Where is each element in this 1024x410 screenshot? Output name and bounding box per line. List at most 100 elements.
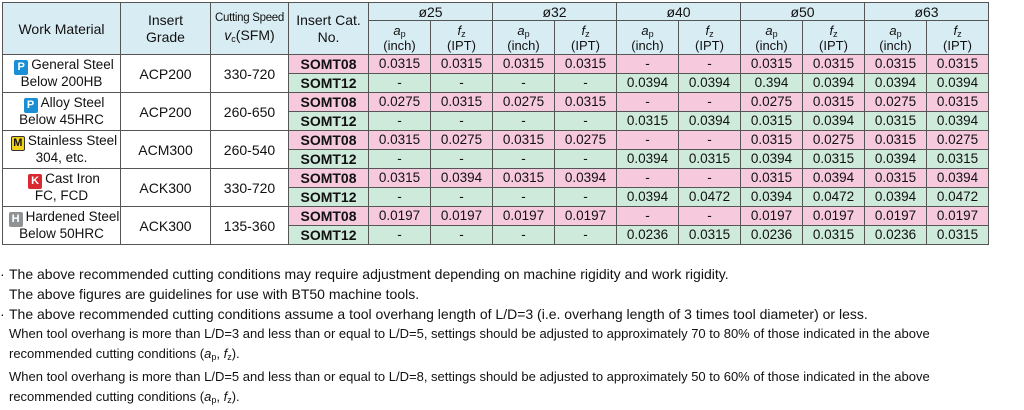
- ap-value-cell: 0.0315: [740, 111, 803, 131]
- table-row: K Cast Iron FC, FCD ACK300 330-720 SOMT08 0.03…: [2, 168, 989, 207]
- fz-value-cell: -: [554, 187, 617, 207]
- fz-value-cell: -: [678, 54, 741, 74]
- ap-value-cell: -: [368, 225, 431, 245]
- insert-grade-cell: ACP200: [120, 54, 211, 93]
- ap-value-cell: 0.0394: [616, 187, 679, 207]
- vc-symbol: v: [224, 27, 232, 44]
- ap-unit: (inch): [631, 37, 664, 53]
- fz-value-cell: 0.0315: [926, 54, 989, 74]
- insert-grade-cell: ACK300: [120, 168, 211, 207]
- ap-symbol-line: ap: [517, 22, 530, 39]
- ap-value-cell: 0.0394: [740, 187, 803, 207]
- fz-value-cell: 0.0315: [802, 225, 865, 245]
- fz-symbol-line: fz: [705, 22, 714, 39]
- fz-value-cell: -: [430, 187, 493, 207]
- fz-value-cell: 0.0315: [678, 225, 741, 245]
- table-row: SOMT12- - - -0.0394 0.0315 0.0394 0.0315 0.0394…: [3, 149, 989, 169]
- ap-value-cell: 0.0394: [864, 73, 927, 93]
- fz-symbol-line: fz: [829, 22, 838, 39]
- fz-value-cell: 0.0315: [554, 92, 617, 112]
- fz-value-cell: 0.0472: [678, 187, 741, 207]
- cutting-speed-cell: 330-720: [210, 54, 289, 93]
- ap-value-cell: 0.0315: [492, 168, 555, 188]
- fz-value-cell: -: [554, 111, 617, 131]
- insert-grade-header-line1: Insert: [147, 12, 183, 28]
- cutting-conditions-table: Work Material Insert Grade Cutting Speed…: [2, 2, 989, 245]
- ap-symbol-line: ap: [889, 22, 902, 39]
- table-row: SOMT12- - - -0.0394 0.0472 0.0394 0.0472 0.0394…: [3, 187, 989, 207]
- ap-value-cell: -: [616, 54, 679, 74]
- ap-value-cell: 0.0315: [864, 168, 927, 188]
- diameter-header: ø25: [368, 2, 493, 21]
- ap-unit: (inch): [879, 37, 912, 53]
- ap-value-cell: -: [616, 168, 679, 188]
- fz-value-cell: 0.0394: [802, 111, 865, 131]
- ap-symbol-line: ap: [393, 22, 406, 39]
- work-material-line1: P Alloy Steel: [4, 96, 120, 114]
- ap-symbol-line: ap: [765, 22, 778, 39]
- insert-cat-cell: SOMT12: [288, 149, 369, 169]
- work-material-name: Cast Iron: [45, 171, 100, 187]
- fz-value-cell: -: [678, 130, 741, 150]
- ap-value-cell: 0.0197: [864, 206, 927, 226]
- cutting-speed-cell: 260-540: [210, 130, 289, 169]
- fz-value-cell: 0.0315: [926, 225, 989, 245]
- insert-grade-cell: ACP200: [120, 92, 211, 131]
- work-material-cell: P General Steel Below 200HB: [2, 54, 121, 93]
- fz-value-cell: 0.0394: [926, 73, 989, 93]
- fz-value-cell: 0.0394: [678, 111, 741, 131]
- fz-value-cell: 0.0275: [430, 130, 493, 150]
- fz-value-cell: 0.0394: [678, 73, 741, 93]
- cutting-speed-cell: 330-720: [210, 168, 289, 207]
- ap-value-cell: 0.0315: [616, 111, 679, 131]
- ap-value-cell: -: [368, 149, 431, 169]
- fz-value-cell: 0.0315: [926, 92, 989, 112]
- fz-value-cell: 0.0197: [554, 206, 617, 226]
- iso-code-badge: H: [8, 212, 23, 228]
- ap-value-cell: 0.394: [740, 73, 803, 93]
- cutting-speed-cell: 260-650: [210, 92, 289, 131]
- ap-value-cell: 0.0275: [740, 92, 803, 112]
- ap-value-cell: 0.0394: [616, 149, 679, 169]
- table-row: SOMT12- - - -0.0394 0.0394 0.394 0.0394 0.0394 0…: [3, 73, 989, 93]
- ap-value-cell: 0.0315: [492, 54, 555, 74]
- ap-symbol-line: ap: [641, 22, 654, 39]
- vc-unit: (SFM): [235, 27, 275, 44]
- ap-value-cell: 0.0236: [864, 225, 927, 245]
- ap-value-cell: 0.0315: [864, 54, 927, 74]
- work-material-name: Stainless Steel: [27, 133, 118, 149]
- table-header: Work Material Insert Grade Cutting Speed…: [2, 2, 989, 55]
- insert-cat-header-line1: Insert Cat.: [296, 12, 361, 28]
- fz-symbol-line: fz: [581, 22, 590, 39]
- fz-value-cell: 0.0394: [554, 168, 617, 188]
- ap-header: ap (inch): [492, 20, 555, 55]
- fz-symbol-line: fz: [457, 22, 466, 39]
- insert-grade-cell: ACK300: [120, 206, 211, 245]
- diameter-header: ø50: [740, 2, 865, 21]
- fz-value-cell: 0.0394: [802, 73, 865, 93]
- ap-value-cell: 0.0394: [616, 73, 679, 93]
- fz-value-cell: 0.0315: [430, 92, 493, 112]
- fz-value-cell: 0.0197: [802, 206, 865, 226]
- work-material-cell: P Alloy Steel Below 45HRC: [2, 92, 121, 131]
- fz-value-cell: 0.0394: [802, 168, 865, 188]
- work-material-line2: Below 45HRC: [19, 112, 104, 128]
- note-4: When tool overhang is more than L/D=3 an…: [9, 326, 930, 341]
- vc-subscript: c: [231, 34, 236, 45]
- ap-value-cell: 0.0394: [864, 187, 927, 207]
- fz-value-cell: 0.0315: [430, 54, 493, 74]
- insert-cat-cell: SOMT08: [288, 54, 369, 74]
- insert-grade-cell: ACM300: [120, 130, 211, 169]
- parameter-header-row: ap (inch) fz (IPT) ap (inch) fz (IPT) ap (inch) fz…: [3, 20, 989, 55]
- insert-cat-cell: SOMT08: [288, 92, 369, 112]
- ap-unit: (inch): [755, 37, 788, 53]
- fz-value-cell: 0.0315: [554, 54, 617, 74]
- ap-header: ap (inch): [864, 20, 927, 55]
- fz-header: fz (IPT): [430, 20, 493, 55]
- ap-header: ap (inch): [740, 20, 803, 55]
- fz-value-cell: 0.0315: [802, 149, 865, 169]
- ap-value-cell: -: [492, 187, 555, 207]
- insert-cat-cell: SOMT08: [288, 168, 369, 188]
- ap-value-cell: 0.0394: [864, 149, 927, 169]
